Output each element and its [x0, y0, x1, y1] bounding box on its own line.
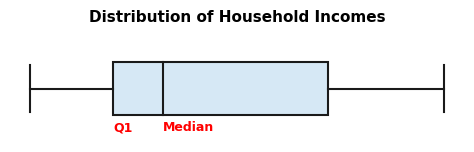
Title: Distribution of Household Incomes: Distribution of Household Incomes: [89, 10, 385, 25]
Text: Median: Median: [163, 121, 214, 135]
Text: Q1: Q1: [113, 121, 132, 135]
Bar: [113, 62, 328, 115]
